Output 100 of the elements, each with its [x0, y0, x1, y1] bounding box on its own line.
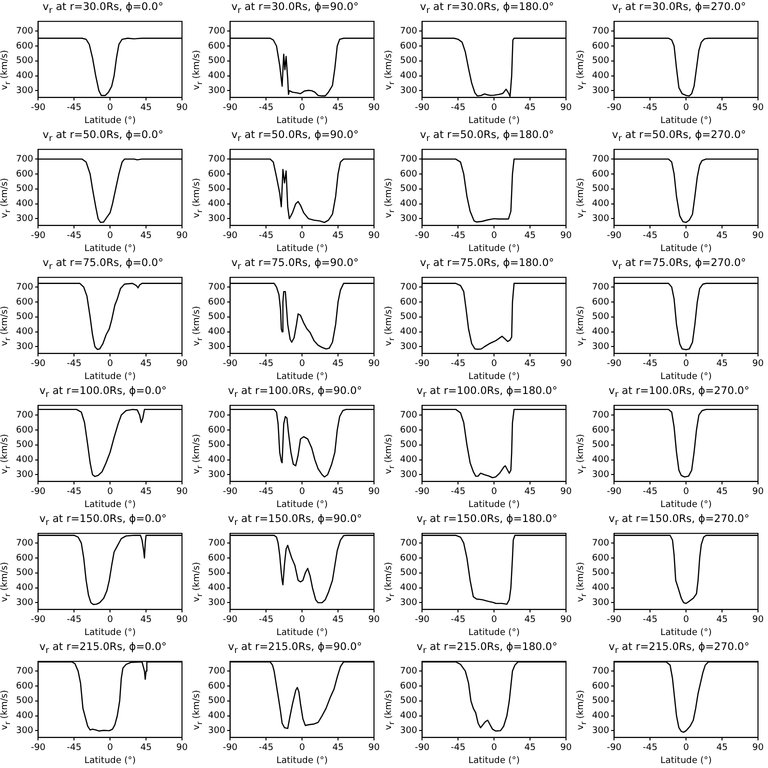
x-tick-label: 0: [491, 103, 498, 114]
x-tick-label: 45: [716, 231, 728, 242]
y-tick-label: 500: [16, 568, 34, 578]
chart-title: v$_{r}$ at r=150.0Rs, ϕ=180.0°: [416, 512, 558, 528]
x-tick-label: -45: [66, 231, 82, 242]
y-tick-label: 500: [400, 312, 418, 322]
y-tick-label: 600: [16, 297, 34, 308]
y-tick-label: 600: [16, 553, 34, 564]
x-tick-label: 45: [140, 231, 152, 242]
x-tick-label: -45: [642, 231, 658, 242]
y-tick-label: 500: [208, 184, 226, 194]
x-tick-label: 90: [752, 487, 764, 498]
y-tick-label: 300: [208, 726, 226, 736]
x-tick-label: 45: [140, 743, 152, 754]
x-tick-label: -90: [414, 615, 430, 626]
x-axis-title: Latitude (°): [660, 244, 712, 254]
x-tick-label: -45: [258, 743, 274, 754]
y-tick-label: 300: [208, 86, 226, 96]
x-tick-label: -90: [606, 103, 622, 114]
x-axis-title: Latitude (°): [660, 372, 712, 382]
x-tick-label: -90: [222, 615, 238, 626]
y-tick-label: 500: [400, 184, 418, 194]
x-tick-label: 45: [524, 359, 536, 370]
y-tick-label: 400: [400, 199, 418, 210]
y-tick-label: 400: [592, 327, 610, 338]
y-tick-label: 500: [16, 696, 34, 706]
x-tick-label: -90: [30, 615, 46, 626]
chart-title: v$_{r}$ at r=150.0Rs, ϕ=90.0°: [226, 512, 364, 528]
x-tick-label: 90: [368, 487, 380, 498]
y-tick-label: 700: [16, 666, 34, 676]
y-tick-label: 300: [400, 86, 418, 96]
x-tick-label: 45: [140, 615, 152, 626]
y-tick-label: 600: [208, 553, 226, 564]
y-tick-label: 300: [16, 342, 34, 352]
chart-title: v$_{r}$ at r=75.0Rs, ϕ=270.0°: [610, 256, 748, 272]
y-tick-label: 300: [400, 598, 418, 608]
y-tick-label: 600: [208, 297, 226, 308]
x-tick-label: -45: [450, 231, 466, 242]
y-tick-label: 300: [208, 342, 226, 352]
y-tick-label: 700: [592, 26, 610, 36]
x-tick-label: 90: [560, 359, 572, 370]
y-tick-label: 600: [592, 553, 610, 564]
x-tick-label: -90: [414, 359, 430, 370]
y-tick-label: 700: [592, 410, 610, 420]
y-tick-label: 500: [16, 184, 34, 194]
y-tick-label: 700: [208, 538, 226, 548]
x-tick-label: 0: [683, 487, 690, 498]
y-tick-label: 400: [208, 71, 226, 82]
x-tick-label: 45: [140, 487, 152, 498]
y-tick-label: 500: [208, 56, 226, 66]
y-tick-label: 600: [592, 425, 610, 436]
x-tick-label: 90: [176, 487, 188, 498]
x-tick-label: 90: [176, 231, 188, 242]
x-axis-title: Latitude (°): [276, 500, 328, 510]
x-tick-label: 0: [299, 743, 306, 754]
y-tick-label: 500: [592, 184, 610, 194]
x-tick-label: 0: [491, 359, 498, 370]
x-tick-label: -45: [258, 231, 274, 242]
y-tick-label: 400: [208, 455, 226, 466]
x-tick-label: 90: [176, 743, 188, 754]
y-tick-label: 300: [592, 214, 610, 224]
x-tick-label: -45: [66, 103, 82, 114]
y-tick-label: 600: [592, 297, 610, 308]
x-tick-label: -90: [222, 487, 238, 498]
y-tick-label: 300: [400, 726, 418, 736]
x-tick-label: -90: [414, 743, 430, 754]
x-tick-label: -45: [642, 487, 658, 498]
x-axis-title: Latitude (°): [276, 116, 328, 126]
x-tick-label: 45: [524, 615, 536, 626]
y-tick-label: 400: [16, 583, 34, 594]
y-tick-label: 600: [592, 169, 610, 180]
y-tick-label: 300: [208, 598, 226, 608]
y-tick-label: 300: [592, 470, 610, 480]
x-tick-label: -45: [66, 743, 82, 754]
y-tick-label: 300: [592, 598, 610, 608]
y-tick-label: 600: [208, 169, 226, 180]
x-tick-label: 90: [560, 743, 572, 754]
x-axis-title: Latitude (°): [84, 244, 136, 254]
y-tick-label: 700: [16, 410, 34, 420]
x-tick-label: 90: [560, 615, 572, 626]
x-axis-title: Latitude (°): [468, 756, 520, 766]
x-tick-label: -90: [414, 487, 430, 498]
x-tick-label: 0: [491, 487, 498, 498]
x-tick-label: -90: [30, 487, 46, 498]
y-tick-label: 500: [592, 568, 610, 578]
y-tick-label: 400: [400, 71, 418, 82]
x-tick-label: -90: [222, 743, 238, 754]
y-tick-label: 300: [16, 470, 34, 480]
x-tick-label: 45: [716, 487, 728, 498]
y-tick-label: 600: [208, 681, 226, 692]
y-tick-label: 700: [592, 538, 610, 548]
x-tick-label: -90: [222, 103, 238, 114]
x-tick-label: 0: [107, 359, 114, 370]
y-tick-label: 400: [16, 711, 34, 722]
x-tick-label: -45: [258, 487, 274, 498]
chart-title: v$_{r}$ at r=215.0Rs, ϕ=270.0°: [608, 640, 750, 656]
chart-title: v$_{r}$ at r=50.0Rs, ϕ=0.0°: [42, 128, 164, 144]
y-tick-label: 300: [16, 598, 34, 608]
x-axis-title: Latitude (°): [276, 628, 328, 638]
x-tick-label: -45: [642, 615, 658, 626]
